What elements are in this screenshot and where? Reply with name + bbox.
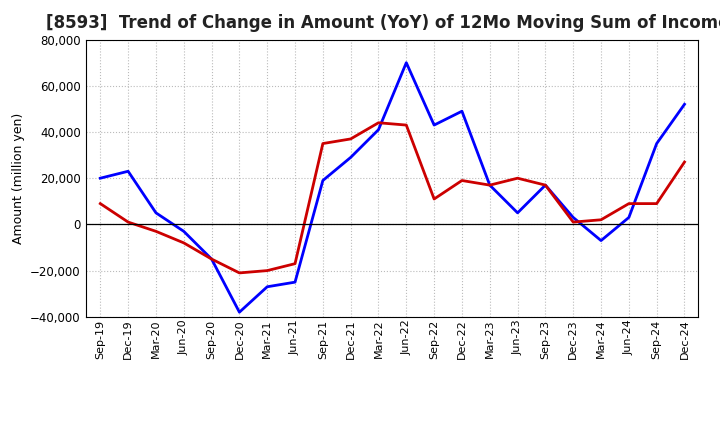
Ordinary Income <box>513 210 522 216</box>
Net Income <box>96 201 104 206</box>
Ordinary Income <box>374 127 383 132</box>
Net Income <box>207 257 216 262</box>
Net Income <box>346 136 355 142</box>
Ordinary Income <box>430 122 438 128</box>
Line: Ordinary Income: Ordinary Income <box>100 62 685 312</box>
Title: [8593]  Trend of Change in Amount (YoY) of 12Mo Moving Sum of Incomes: [8593] Trend of Change in Amount (YoY) o… <box>45 15 720 33</box>
Ordinary Income <box>402 60 410 65</box>
Ordinary Income <box>652 141 661 146</box>
Ordinary Income <box>96 176 104 181</box>
Net Income <box>430 196 438 202</box>
Line: Net Income: Net Income <box>100 123 685 273</box>
Ordinary Income <box>124 169 132 174</box>
Ordinary Income <box>680 102 689 107</box>
Net Income <box>652 201 661 206</box>
Ordinary Income <box>346 155 355 160</box>
Net Income <box>179 240 188 246</box>
Net Income <box>152 229 161 234</box>
Net Income <box>374 120 383 125</box>
Net Income <box>402 122 410 128</box>
Net Income <box>458 178 467 183</box>
Ordinary Income <box>541 183 550 188</box>
Ordinary Income <box>458 109 467 114</box>
Ordinary Income <box>263 284 271 290</box>
Net Income <box>597 217 606 222</box>
Ordinary Income <box>624 215 633 220</box>
Net Income <box>569 220 577 225</box>
Ordinary Income <box>597 238 606 243</box>
Ordinary Income <box>179 229 188 234</box>
Ordinary Income <box>235 309 243 315</box>
Net Income <box>318 141 327 146</box>
Ordinary Income <box>318 178 327 183</box>
Net Income <box>541 183 550 188</box>
Net Income <box>513 176 522 181</box>
Ordinary Income <box>569 215 577 220</box>
Y-axis label: Amount (million yen): Amount (million yen) <box>12 113 24 244</box>
Net Income <box>291 261 300 266</box>
Net Income <box>680 159 689 165</box>
Ordinary Income <box>152 210 161 216</box>
Net Income <box>624 201 633 206</box>
Ordinary Income <box>485 183 494 188</box>
Ordinary Income <box>207 257 216 262</box>
Net Income <box>124 220 132 225</box>
Net Income <box>235 270 243 275</box>
Ordinary Income <box>291 279 300 285</box>
Net Income <box>485 183 494 188</box>
Net Income <box>263 268 271 273</box>
